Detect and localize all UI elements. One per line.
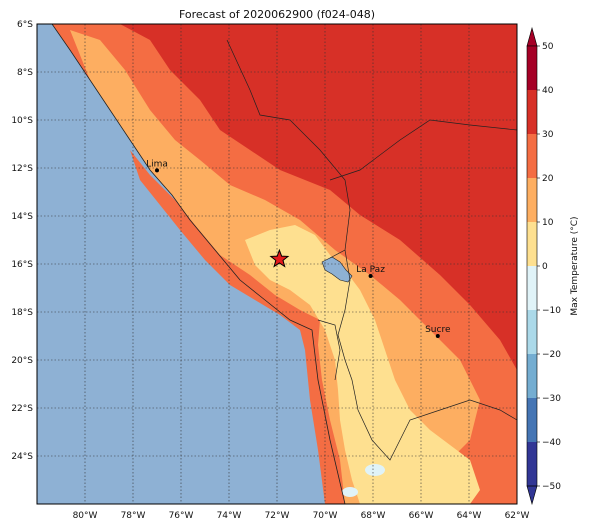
lon-tick-label: 76°W <box>169 511 194 521</box>
colorbar-segment <box>527 310 537 355</box>
graticule <box>37 24 517 504</box>
lon-tick-label: 62°W <box>505 511 530 521</box>
colorbar: 50 40 30 20 10 0 −10 −20 −30 −40 −50 <box>526 26 561 506</box>
lat-tick-label: 14°S <box>11 212 33 222</box>
coastline <box>51 24 346 504</box>
colorbar-tick-label: −30 <box>542 394 561 404</box>
colorbar-extend-min <box>526 485 538 506</box>
colorbar-segment <box>527 222 537 267</box>
lat-tick-label: 16°S <box>11 260 33 270</box>
longitude-labels: 80°W 78°W 76°W 74°W 72°W 70°W 68°W 66°W 64°W 62°W <box>73 511 530 521</box>
lon-tick-label: 74°W <box>217 511 242 521</box>
star-marker-shape <box>269 248 290 268</box>
lon-tick-label: 64°W <box>457 511 482 521</box>
map-frame <box>36 23 518 505</box>
colorbar-tick-label: −50 <box>542 482 561 492</box>
lat-tick-label: 22°S <box>11 404 33 414</box>
lon-tick-label: 68°W <box>361 511 386 521</box>
lat-tick-label: 24°S <box>11 452 33 462</box>
colorbar-tick-label: 40 <box>542 86 554 96</box>
colorbar-segment <box>527 266 537 311</box>
cold-pocket <box>342 487 358 497</box>
colorbar-segment <box>527 354 537 399</box>
city-dot <box>435 334 440 338</box>
country-border <box>226 39 351 259</box>
colorbar-tick-label: −20 <box>542 350 561 360</box>
country-border <box>337 249 517 461</box>
city-label: La Paz <box>356 265 385 275</box>
coastal-warm-strip <box>130 150 345 504</box>
lat-tick-label: 18°S <box>11 308 33 318</box>
colorbar-tick-label: 10 <box>542 218 554 228</box>
latitude-labels: 6°S 8°S 10°S 12°S 14°S 16°S 18°S 20°S 22°S 24°S <box>11 20 33 462</box>
colorbar-tick-label: 50 <box>542 42 554 52</box>
lat-tick-label: 6°S <box>17 20 33 30</box>
colorbar-tick-label: 0 <box>542 262 548 272</box>
colorbar-tick-label: −40 <box>542 438 561 448</box>
lon-tick-label: 78°W <box>121 511 146 521</box>
lat-tick-label: 12°S <box>11 164 33 174</box>
country-border <box>317 319 341 381</box>
colorbar-segment <box>527 178 537 223</box>
colorbar-segment <box>527 398 537 443</box>
colorbar-segment <box>527 90 537 135</box>
country-border <box>329 119 517 181</box>
lat-tick-label: 20°S <box>11 356 33 366</box>
lat-tick-label: 10°S <box>11 116 33 126</box>
cold-pocket <box>365 464 385 476</box>
city-markers: Lima La Paz Sucre <box>146 159 451 338</box>
chart-title: Forecast of 2020062900 (f024-048) <box>178 8 376 21</box>
colorbar-segment <box>527 134 537 179</box>
city-label: Lima <box>146 159 168 169</box>
colorbar-extend-max <box>526 26 538 47</box>
lon-tick-label: 80°W <box>73 511 98 521</box>
colorbar-segment <box>527 46 537 91</box>
lon-tick-label: 70°W <box>313 511 338 521</box>
city-label: Sucre <box>425 325 451 335</box>
forecast-location-star-icon <box>269 248 290 268</box>
colorbar-segment <box>527 442 537 487</box>
colorbar-tick-label: 30 <box>542 130 554 140</box>
lat-tick-label: 8°S <box>17 68 33 78</box>
colorbar-tick-label: −10 <box>542 306 561 316</box>
lon-tick-label: 66°W <box>409 511 434 521</box>
colorbar-tick-label: 20 <box>542 174 554 184</box>
city-dot <box>368 274 373 278</box>
colorbar-label: Max Temperature (°C) <box>570 216 580 315</box>
lon-tick-label: 72°W <box>265 511 290 521</box>
city-dot <box>155 168 159 173</box>
